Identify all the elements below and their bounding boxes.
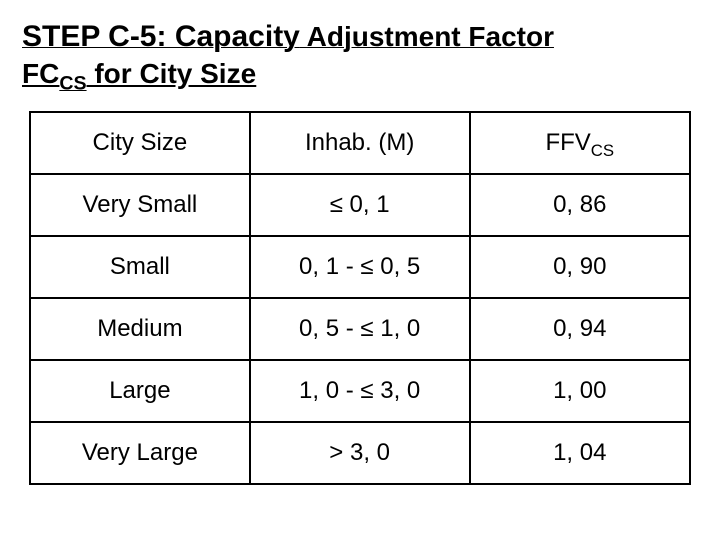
cell-city-size: Very Small — [30, 174, 250, 236]
col-header-city-size: City Size — [30, 112, 250, 174]
title-line2: FCCS for City Size — [22, 56, 698, 91]
cell-ffv: 0, 86 — [470, 174, 690, 236]
cell-inhab: ≤ 0, 1 — [250, 174, 470, 236]
slide-title: STEP C-5: Capacity Adjustment Factor FCC… — [22, 18, 698, 91]
table-row: Medium 0, 5 - ≤ 1, 0 0, 94 — [30, 298, 690, 360]
title-line1-rest: Adjustment Factor — [300, 21, 554, 52]
table-header-row: City Size Inhab. (M) FFVCS — [30, 112, 690, 174]
cell-ffv: 1, 04 — [470, 422, 690, 484]
cell-city-size: Very Large — [30, 422, 250, 484]
col-header-inhab: Inhab. (M) — [250, 112, 470, 174]
table-row: Very Small ≤ 0, 1 0, 86 — [30, 174, 690, 236]
cell-inhab: > 3, 0 — [250, 422, 470, 484]
cell-inhab: 0, 5 - ≤ 1, 0 — [250, 298, 470, 360]
cell-inhab: 1, 0 - ≤ 3, 0 — [250, 360, 470, 422]
col-header-ffv: FFVCS — [470, 112, 690, 174]
cell-city-size: Large — [30, 360, 250, 422]
cell-inhab: 0, 1 - ≤ 0, 5 — [250, 236, 470, 298]
title-line2-prefix: FC — [22, 58, 59, 89]
ffv-prefix: FFV — [545, 129, 590, 156]
cell-city-size: Medium — [30, 298, 250, 360]
title-line2-rest: for City Size — [87, 58, 257, 89]
table-row: Large 1, 0 - ≤ 3, 0 1, 00 — [30, 360, 690, 422]
table-row: Small 0, 1 - ≤ 0, 5 0, 90 — [30, 236, 690, 298]
cell-ffv: 0, 94 — [470, 298, 690, 360]
title-line1-strong: STEP C-5: Capacity — [22, 20, 300, 53]
table-row: Very Large > 3, 0 1, 04 — [30, 422, 690, 484]
slide: STEP C-5: Capacity Adjustment Factor FCC… — [0, 0, 720, 540]
capacity-table: City Size Inhab. (M) FFVCS Very Small ≤ … — [29, 111, 691, 485]
cell-ffv: 1, 00 — [470, 360, 690, 422]
cell-city-size: Small — [30, 236, 250, 298]
ffv-subscript: CS — [591, 140, 614, 159]
cell-ffv: 0, 90 — [470, 236, 690, 298]
title-line2-subscript: CS — [59, 72, 86, 94]
